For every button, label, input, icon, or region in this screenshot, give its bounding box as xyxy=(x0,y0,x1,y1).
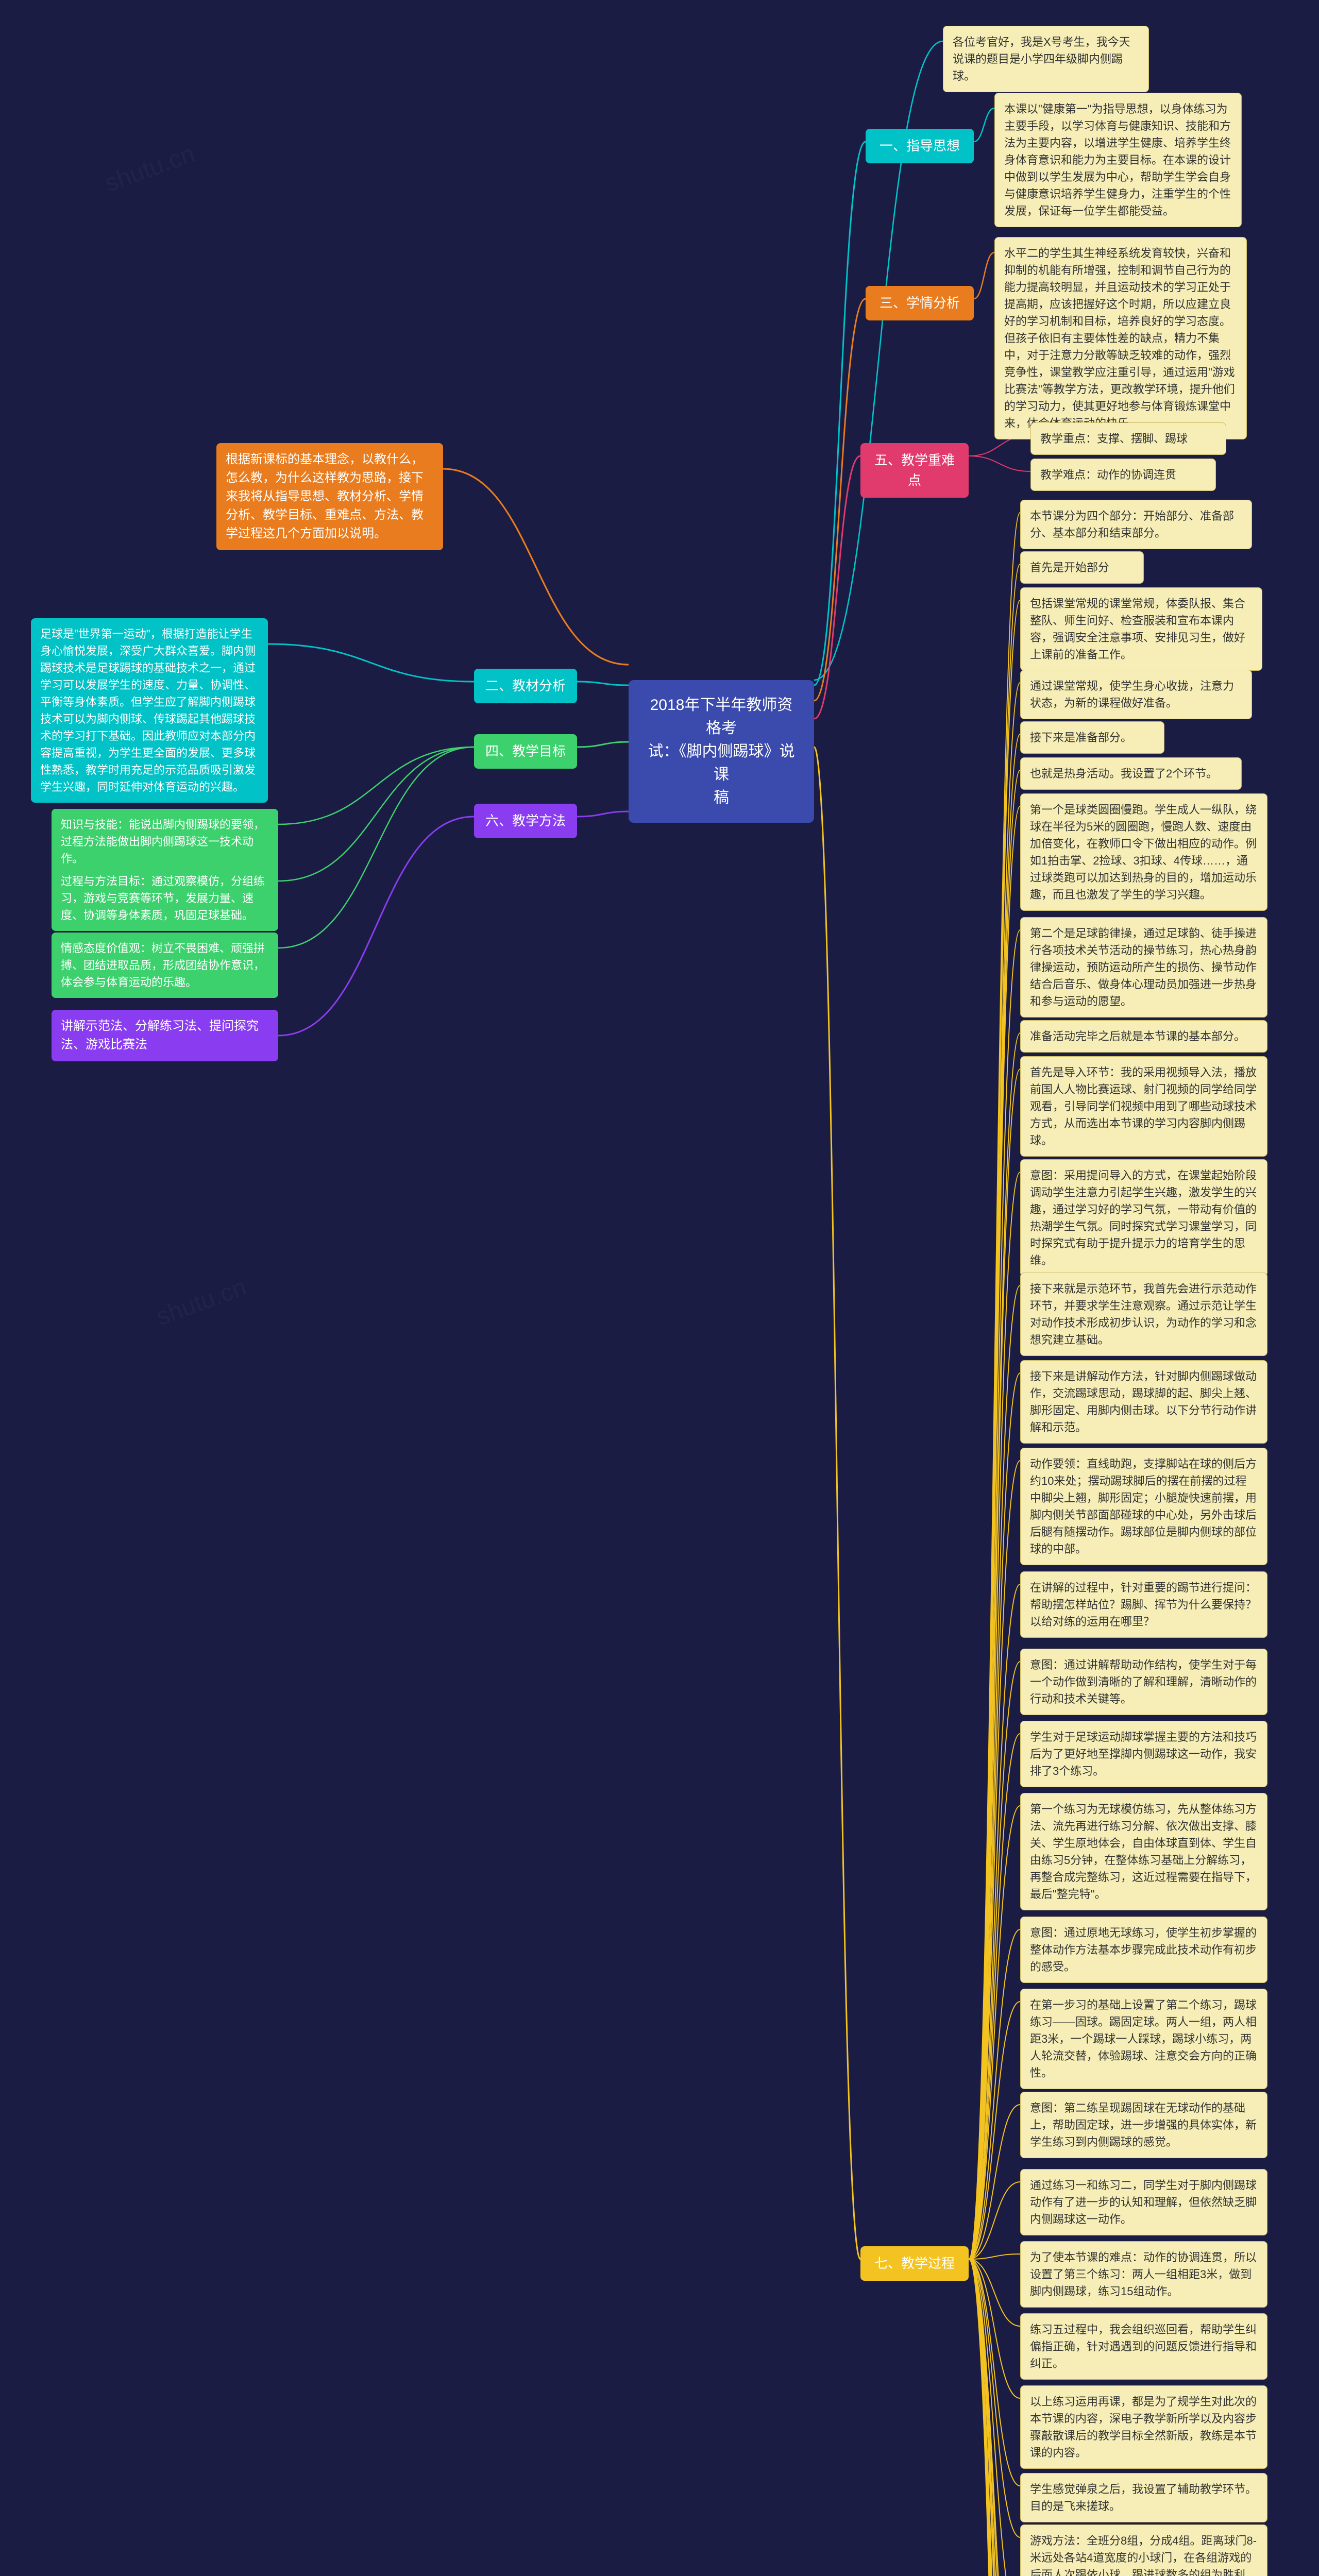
branch-label-five: 五、教学重难点 xyxy=(860,443,969,498)
right-child-seven-15: 意图：通过讲解帮助动作结构，使学生对于每一个动作做到清晰的了解和理解，清晰动作的… xyxy=(1020,1649,1267,1715)
right-child-seven-9: 首先是导入环节：我的采用视频导入法，播放前国人人物比赛运球、射门视频的同学给同学… xyxy=(1020,1056,1267,1157)
branch-label-two: 二、教材分析 xyxy=(474,669,577,703)
right-child-seven-16: 学生对于足球运动脚球掌握主要的方法和技巧后为了更好地至撑脚内侧踢球这一动作，我安… xyxy=(1020,1721,1267,1787)
left-child-four-1: 过程与方法目标：通过观察模仿，分组练习，游戏与竞赛等环节，发展力量、速度、协调等… xyxy=(52,866,278,931)
right-child-seven-22: 为了使本节课的难点：动作的协调连贯，所以设置了第三个练习：两人一组相距3米，做到… xyxy=(1020,2241,1267,2308)
right-child-seven-25: 学生感觉弹泉之后，我设置了辅助教学环节。目的是飞来搓球。 xyxy=(1020,2473,1267,2522)
right-child-five-1: 教学难点：动作的协调连贯 xyxy=(1030,459,1216,491)
watermark: shutu.cn xyxy=(101,140,198,198)
right-child-seven-11: 接下来就是示范环节，我首先会进行示范动作环节，并要求学生注意观察。通过示范让学生… xyxy=(1020,1273,1267,1356)
right-child-five-0: 教学重点：支撑、摆脚、踢球 xyxy=(1030,422,1226,455)
right-child-seven-14: 在讲解的过程中，针对重要的踢节进行提问：帮助摆怎样站位？踢脚、挥节为什么要保持？… xyxy=(1020,1571,1267,1638)
right-child-seven-19: 在第一步习的基础上设置了第二个练习，踢球练习——固球。踢固定球。两人一组，两人相… xyxy=(1020,1989,1267,2089)
right-node-one: 本课以"健康第一"为指导思想，以身体练习为主要手段，以学习体育与健康知识、技能和… xyxy=(994,93,1242,227)
right-node-three: 水平二的学生其生神经系统发育较快，兴奋和抑制的机能有所增强，控制和调节自己行为的… xyxy=(994,237,1247,439)
right-child-seven-7: 第二个是足球韵律操，通过足球韵、徒手操进行各项技术关节活动的操节练习，热心热身韵… xyxy=(1020,917,1267,1018)
right-child-seven-3: 通过课堂常规，使学生身心收拢，注意力状态，为新的课程做好准备。 xyxy=(1020,670,1252,719)
right-child-seven-24: 以上练习运用再课，都是为了规学生对此次的本节课的内容，深电子教学新所学以及内容步… xyxy=(1020,2385,1267,2469)
branch-label-six: 六、教学方法 xyxy=(474,804,577,838)
right-child-seven-21: 通过练习一和练习二，同学生对于脚内侧踢球动作有了进一步的认知和理解，但依然缺乏脚… xyxy=(1020,2169,1267,2235)
right-child-seven-6: 第一个是球类圆圈慢跑。学生成人一纵队，绕球在半径为5米的圆圈跑，慢跑人数、速度由… xyxy=(1020,793,1267,911)
right-child-seven-18: 意图：通过原地无球练习，使学生初步掌握的整体动作方法基本步骤完成此技术动作有初步… xyxy=(1020,1917,1267,1983)
right-child-seven-0: 本节课分为四个部分：开始部分、准备部分、基本部分和结束部分。 xyxy=(1020,500,1252,549)
right-child-seven-26: 游戏方法：全班分8组，分成4组。距离球门8-米远处各站4道宽度的小球门，在各组游… xyxy=(1020,2524,1267,2576)
right-node-greet: 各位考官好，我是X号考生，我今天说课的题目是小学四年级脚内侧踢球。 xyxy=(943,26,1149,92)
right-child-seven-8: 准备活动完毕之后就是本节课的基本部分。 xyxy=(1020,1020,1267,1053)
right-child-seven-13: 动作要领：直线助跑，支撑脚站在球的侧后方约10来处；摆动踢球脚后的摆在前摆的过程… xyxy=(1020,1448,1267,1565)
right-child-seven-23: 练习五过程中，我会组织巡回看，帮助学生纠偏指正确，针对遇遇到的问题反馈进行指导和… xyxy=(1020,2313,1267,2380)
branch-label-four: 四、教学目标 xyxy=(474,734,577,769)
left-node-two: 足球是"世界第一运动"，根据打造能让学生身心愉悦发展，深受广大群众喜爱。脚内侧踢… xyxy=(31,618,268,803)
left-child-four-2: 情感态度价值观：树立不畏困难、顽强拼搏、团结进取品质，形成团结协作意识，体会参与… xyxy=(52,933,278,998)
root-node: 2018年下半年教师资格考试：《脚内侧踢球》说课稿 xyxy=(629,680,814,823)
right-child-seven-12: 接下来是讲解动作方法，针对脚内侧踢球做动作，交流踢球思动，踢球脚的起、脚尖上翘、… xyxy=(1020,1360,1267,1444)
right-child-seven-2: 包括课堂常规的课堂常规，体委队报、集合整队、师生问好、检查服装和宣布本课内容，强… xyxy=(1020,587,1262,671)
left-node-intro: 根据新课标的基本理念，以教什么，怎么教，为什么这样教为思路，接下来我将从指导思想… xyxy=(216,443,443,550)
right-child-seven-20: 意图：第二练呈现踢固球在无球动作的基础上，帮助固定球，进一步增强的具体实体，新学… xyxy=(1020,2092,1267,2158)
right-child-seven-4: 接下来是准备部分。 xyxy=(1020,721,1164,754)
branch-label-seven: 七、教学过程 xyxy=(860,2246,969,2281)
branch-label-one: 一、指导思想 xyxy=(866,129,974,163)
right-child-seven-5: 也就是热身活动。我设置了2个环节。 xyxy=(1020,757,1242,790)
left-child-four-0: 知识与技能：能说出脚内侧踢球的要领，过程方法能做出脚内侧踢球这一技术动作。 xyxy=(52,809,278,874)
right-child-seven-17: 第一个练习为无球模仿练习，先从整体练习方法、流先再进行练习分解、依次做出支撑、膝… xyxy=(1020,1793,1267,1910)
watermark: shutu.cn xyxy=(153,1273,250,1332)
left-node-six: 讲解示范法、分解练习法、提问探究法、游戏比赛法 xyxy=(52,1010,278,1061)
right-child-seven-1: 首先是开始部分 xyxy=(1020,551,1144,584)
right-child-seven-10: 意图：采用提问导入的方式，在课堂起始阶段调动学生注意力引起学生兴趣，激发学生的兴… xyxy=(1020,1159,1267,1277)
branch-label-three: 三、学情分析 xyxy=(866,286,974,320)
